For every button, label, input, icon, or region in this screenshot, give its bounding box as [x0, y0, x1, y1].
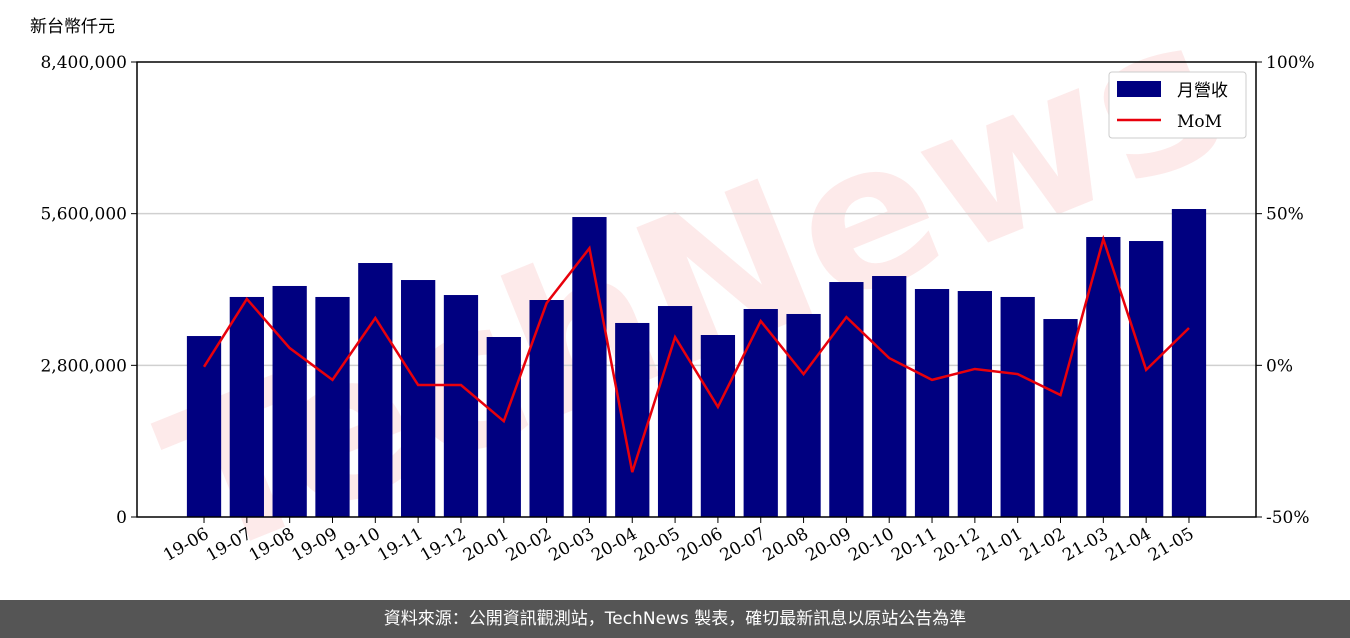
bar [572, 217, 607, 517]
bar [957, 291, 992, 517]
x-tick-label: 20-02 [503, 524, 555, 566]
x-tick-label: 20-04 [588, 524, 640, 566]
x-tick-label: 21-03 [1059, 524, 1111, 566]
y-tick-label: 0 [116, 508, 127, 528]
y-tick-label: 2,800,000 [40, 356, 127, 376]
chart: 新台幣仟元 TechNews 02,800,0005,600,0008,400,… [30, 0, 1315, 604]
bar [358, 263, 393, 517]
x-tick-label: 20-07 [717, 524, 769, 566]
bar [272, 285, 307, 517]
y2-tick-label: 50% [1266, 205, 1304, 225]
bar [486, 337, 521, 517]
bar [443, 295, 479, 517]
y2-tick-label: -50% [1266, 508, 1310, 528]
line [202, 234, 1190, 473]
bar [186, 336, 222, 517]
bar [1171, 209, 1207, 517]
bar [914, 289, 950, 517]
x-tick-label: 20-05 [631, 524, 683, 566]
bar [743, 309, 778, 517]
x-tick-label: 20-12 [931, 524, 983, 566]
bar [615, 322, 650, 517]
x-tick-label: 20-11 [888, 524, 940, 566]
legend-label: MoM [1177, 112, 1222, 132]
bar [1129, 241, 1164, 518]
bar [786, 313, 821, 517]
y2-tick-label: 0% [1266, 356, 1293, 376]
x-tick-label: 21-05 [1145, 524, 1197, 566]
bar [1000, 296, 1035, 517]
x-tick-label: 20-03 [545, 524, 597, 566]
x-tick-label: 20-10 [845, 524, 897, 566]
bar [872, 276, 907, 517]
x-tick-label: 21-04 [1102, 524, 1154, 566]
x-tick-label: 21-01 [974, 524, 1026, 566]
bar [229, 296, 264, 517]
y-axis-label: 新台幣仟元 [30, 17, 115, 37]
y-tick-label: 8,400,000 [40, 53, 127, 73]
y2-tick-label: 100% [1266, 53, 1315, 73]
bar [700, 335, 736, 517]
x-tick-label: 20-08 [760, 524, 812, 566]
bar [315, 296, 350, 517]
x-tick-label: 20-01 [460, 524, 512, 566]
y-tick-label: 5,600,000 [40, 205, 127, 225]
x-tick-label: 20-06 [674, 524, 726, 566]
x-tick-label: 21-02 [1017, 524, 1069, 566]
legend-swatch [1117, 81, 1161, 97]
bar [829, 282, 864, 517]
bar [401, 280, 436, 517]
legend-label: 月營收 [1177, 81, 1228, 101]
footer: 資料來源：公開資訊觀測站，TechNews 製表，確切最新訊息以原站公告為準 [0, 600, 1350, 638]
plot-frame [136, 61, 1257, 518]
x-tick-label: 19-12 [417, 524, 469, 566]
x-tick-label: 20-09 [802, 524, 854, 566]
